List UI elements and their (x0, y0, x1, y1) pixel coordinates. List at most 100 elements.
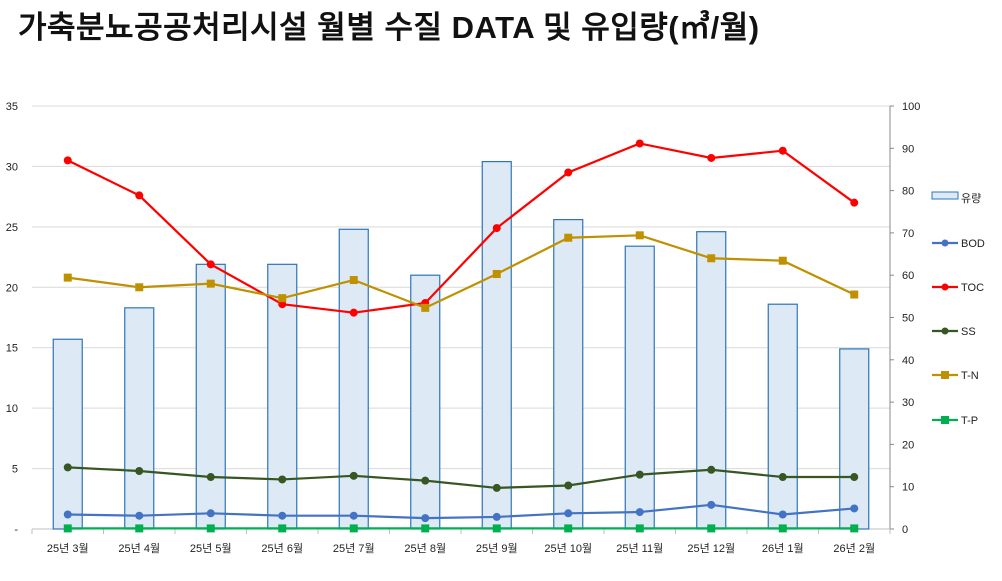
marker-t-n (63, 273, 72, 282)
marker-t-n (707, 254, 716, 263)
bar-flow (839, 348, 870, 530)
marker-toc (492, 224, 501, 233)
legend-label-ss: SS (961, 326, 976, 338)
chart-title: 가축분뇨공공처리시설 월별 수질 DATA 및 유입량(㎥/월) (18, 10, 760, 45)
marker-ss (564, 481, 573, 490)
x-tick-label: 25년 8월 (404, 542, 446, 555)
marker-t-p (564, 524, 573, 533)
marker-t-p (63, 524, 72, 533)
legend-label-bod: BOD (961, 238, 985, 250)
marker-t-p (707, 524, 716, 533)
marker-toc (349, 308, 358, 317)
marker-toc (850, 198, 859, 207)
left-tick-label: 30 (6, 161, 18, 173)
marker-ss (349, 471, 358, 480)
marker-t-n (850, 290, 859, 299)
marker-t-p (850, 524, 859, 533)
bar-flow (767, 303, 798, 530)
marker-ss (778, 473, 787, 482)
marker-ss (63, 463, 72, 472)
marker-toc (707, 153, 716, 162)
marker-toc (278, 300, 287, 309)
left-tick-label: 15 (6, 343, 18, 355)
marker-ss (635, 470, 644, 479)
marker-t-n (349, 276, 358, 285)
marker-t-p (635, 524, 644, 533)
marker-t-n (421, 303, 430, 312)
line-toc (67, 142, 855, 314)
right-tick-label: 20 (902, 439, 914, 451)
right-tick-label: 40 (902, 355, 914, 367)
marker-ss (421, 476, 430, 485)
marker-bod (778, 510, 787, 519)
marker-toc (63, 156, 72, 165)
marker-bod (850, 504, 859, 513)
bar-flow (124, 307, 155, 530)
legend-marker-t-n (941, 371, 949, 379)
marker-t-n (778, 256, 787, 265)
marker-t-n (492, 269, 501, 278)
marker-t-n (278, 294, 287, 303)
marker-bod (278, 511, 287, 520)
x-tick-label: 26년 2월 (833, 542, 875, 555)
right-tick-label: 30 (902, 397, 914, 409)
marker-t-p (421, 524, 430, 533)
bar-flow (696, 231, 727, 530)
right-tick-label: 90 (902, 143, 914, 155)
marker-ss (278, 475, 287, 484)
marker-t-p (778, 524, 787, 533)
x-tick-label: 26년 1월 (762, 542, 804, 555)
right-tick-label: 100 (902, 101, 920, 113)
x-tick-label: 25년 6월 (261, 542, 303, 555)
x-tick-label: 25년 9월 (476, 542, 518, 555)
legend-label-toc: TOC (961, 282, 984, 294)
marker-bod (206, 509, 215, 518)
bar-flow (481, 160, 512, 530)
marker-ss (492, 483, 501, 492)
line-ss (67, 466, 855, 490)
marker-t-p (206, 524, 215, 533)
legend-marker-t-p (941, 416, 949, 424)
legend-label-t-p: T-P (961, 415, 978, 427)
marker-bod (492, 512, 501, 521)
line-t-n (67, 234, 855, 310)
bar-flow (195, 263, 226, 530)
marker-bod (635, 508, 644, 517)
right-tick-label: 10 (902, 482, 914, 494)
right-tick-label: 0 (902, 524, 908, 536)
legend-label-t-n: T-N (961, 370, 979, 382)
left-tick-label: 35 (6, 101, 18, 113)
legend-label--: 유량 (961, 192, 981, 205)
marker-t-p (349, 524, 358, 533)
x-tick-label: 25년 11월 (616, 542, 663, 555)
marker-t-p (492, 524, 501, 533)
legend-marker-toc (941, 283, 949, 291)
marker-bod (421, 514, 430, 523)
bar-flow (624, 245, 655, 530)
marker-toc (778, 146, 787, 155)
x-tick-label: 25년 3월 (47, 542, 89, 555)
marker-toc (564, 168, 573, 177)
x-tick-label: 25년 5월 (190, 542, 232, 555)
x-tick-label: 25년 4월 (118, 542, 160, 555)
x-tick-label: 25년 12월 (687, 542, 735, 555)
marker-bod (63, 510, 72, 519)
marker-bod (349, 511, 358, 520)
marker-bod (564, 509, 573, 518)
left-tick-label: - (14, 524, 18, 536)
right-tick-label: 50 (902, 313, 914, 325)
bar-flow (410, 274, 441, 530)
bar-flow (338, 228, 369, 530)
marker-toc (206, 260, 215, 269)
marker-t-n (206, 279, 215, 288)
left-tick-label: 10 (6, 403, 18, 415)
left-tick-label: 25 (6, 222, 18, 234)
marker-t-p (135, 524, 144, 533)
x-tick-label: 25년 10월 (544, 542, 592, 555)
right-tick-label: 60 (902, 270, 914, 282)
marker-t-p (278, 524, 287, 533)
line-bod (67, 503, 855, 520)
marker-ss (135, 466, 144, 475)
bar-flow (52, 338, 83, 530)
